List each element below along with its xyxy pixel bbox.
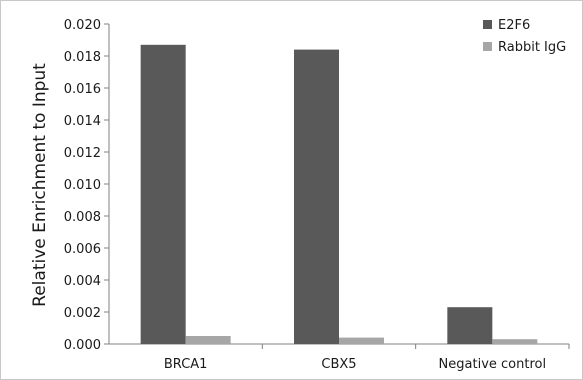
bar-e2f6-brca1: [140, 44, 186, 345]
bar-rabbit-igg-brca1: [185, 336, 231, 344]
y-tick-label: 0.002: [64, 306, 101, 321]
y-tick-label: 0.012: [64, 146, 101, 161]
y-tick-label: 0.004: [64, 274, 101, 289]
y-tick-label: 0.000: [64, 338, 101, 353]
y-tick-label: 0.006: [64, 242, 101, 257]
bar-e2f6-cbx5: [294, 49, 339, 344]
axis-labels: 0.000 0.002 0.004 0.006 0.008 0.010 0.012 0.014…: [64, 18, 546, 372]
legend-swatch: [483, 42, 492, 51]
legend-label: Rabbit IgG: [498, 40, 566, 55]
y-axis-title: Relative Enrichment to Input: [30, 63, 50, 307]
y-tick-label: 0.018: [64, 50, 101, 65]
x-category-label: BRCA1: [164, 357, 208, 372]
bar-rabbit-igg-cbx5: [339, 337, 384, 344]
legend-swatch: [483, 20, 492, 29]
x-category-label: Negative control: [439, 357, 547, 372]
y-tick-label: 0.014: [64, 114, 101, 129]
bars: [140, 44, 538, 345]
legend-label: E2F6: [498, 18, 530, 33]
bar-e2f6-negative-control: [447, 307, 493, 344]
y-tick-label: 0.020: [64, 18, 101, 33]
x-category-label: CBX5: [321, 357, 356, 372]
y-tick-label: 0.008: [64, 210, 101, 225]
y-tick-label: 0.016: [64, 82, 101, 97]
legend: E2F6 Rabbit IgG: [483, 18, 566, 55]
y-tick-label: 0.010: [64, 178, 101, 193]
bar-rabbit-igg-negative-control: [492, 339, 538, 344]
